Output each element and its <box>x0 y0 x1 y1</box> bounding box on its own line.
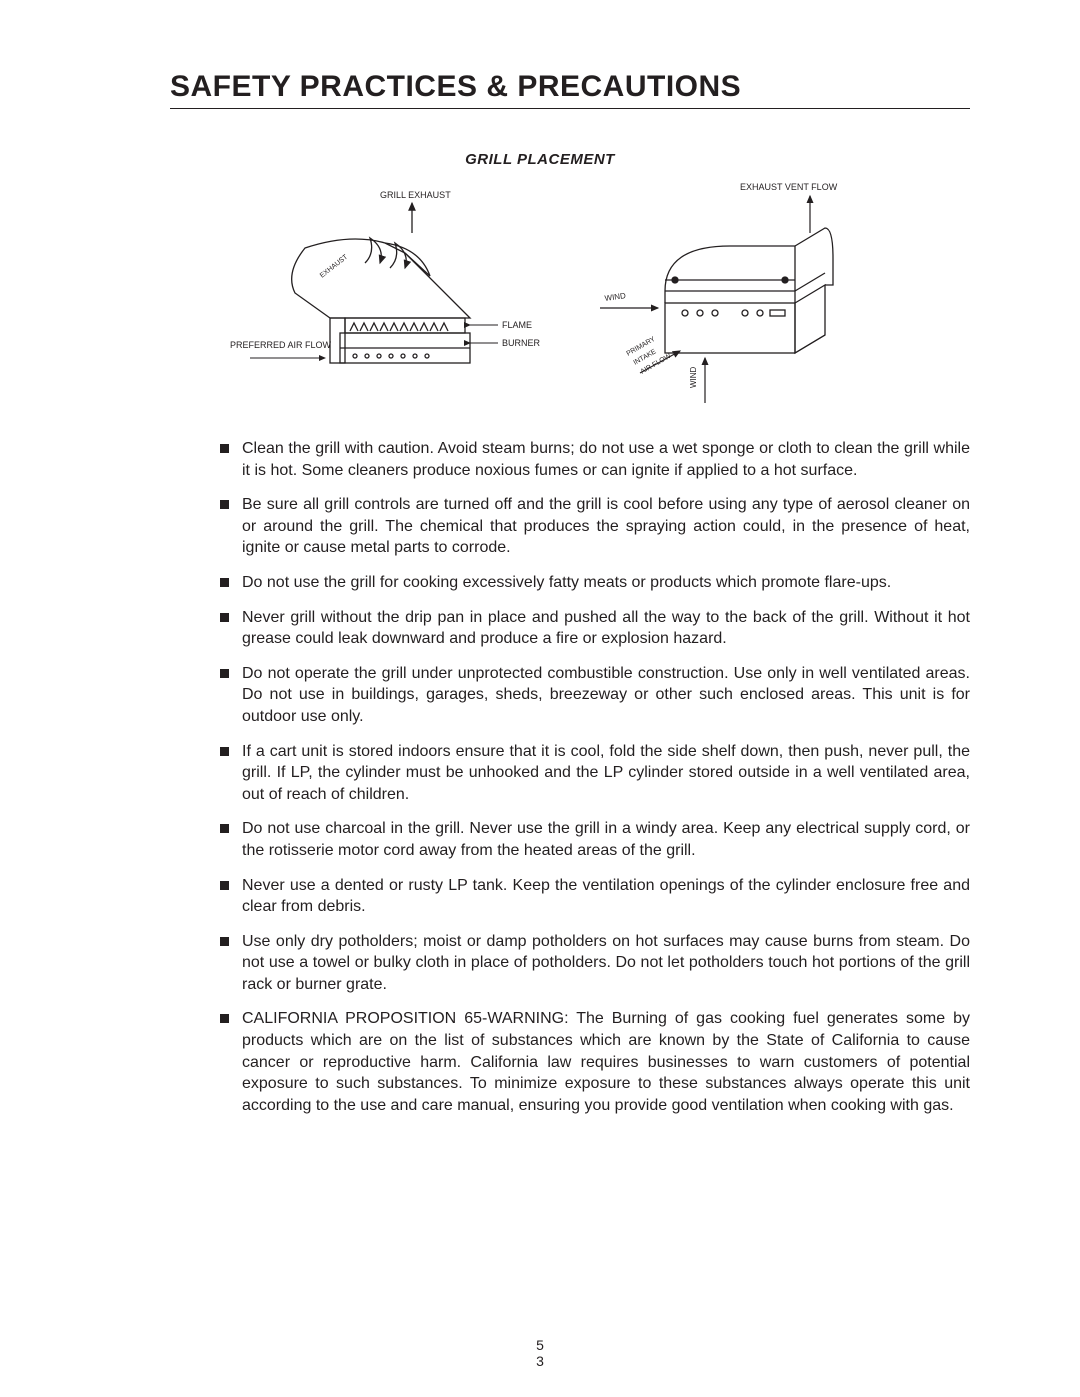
list-item: If a cart unit is stored indoors ensure … <box>220 741 970 806</box>
label-grill-exhaust: GRILL EXHAUST <box>380 190 451 200</box>
label-airflow: PREFERRED AIR FLOW <box>230 340 332 350</box>
label-flame: FLAME <box>502 320 532 330</box>
label-burner: BURNER <box>502 338 540 348</box>
list-item: Never grill without the drip pan in plac… <box>220 607 970 650</box>
list-item: Clean the grill with caution. Avoid stea… <box>220 438 970 481</box>
diagram-left: GRILL EXHAUST FLAME BURNER PREFERRED AIR… <box>230 178 540 398</box>
list-item: Never use a dented or rusty LP tank. Kee… <box>220 875 970 918</box>
list-item: Do not use the grill for cooking excessi… <box>220 572 970 594</box>
list-item: CALIFORNIA PROPOSITION 65-WARNING: The B… <box>220 1008 970 1116</box>
page-number: 5 3 <box>0 1337 1080 1369</box>
page-title: SAFETY PRACTICES & PRECAUTIONS <box>170 70 970 109</box>
list-item: Use only dry potholders; moist or damp p… <box>220 931 970 996</box>
label-exhaust-inside: EXHAUST <box>319 253 350 279</box>
list-item: Do not operate the grill under unprotect… <box>220 663 970 728</box>
diagram-row: GRILL EXHAUST FLAME BURNER PREFERRED AIR… <box>100 178 980 418</box>
label-wind-bottom: WIND <box>689 366 698 388</box>
list-item: Be sure all grill controls are turned of… <box>220 494 970 559</box>
label-vent: EXHAUST VENT FLOW <box>740 182 838 192</box>
label-wind-side: WIND <box>604 291 627 303</box>
diagram-right: EXHAUST VENT FLOW WIND WIND PRIMARY INTA… <box>570 178 850 418</box>
bullet-list: Clean the grill with caution. Avoid stea… <box>100 438 970 1116</box>
section-heading: GRILL PLACEMENT <box>100 151 980 168</box>
list-item: Do not use charcoal in the grill. Never … <box>220 818 970 861</box>
